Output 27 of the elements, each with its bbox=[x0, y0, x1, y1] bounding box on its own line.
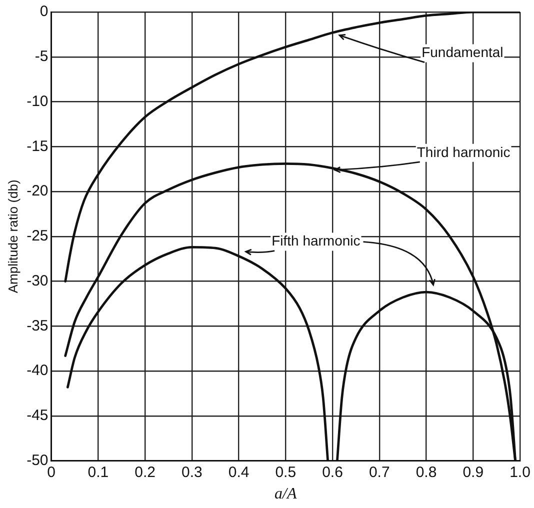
text: Third harmonic bbox=[416, 144, 510, 160]
x-tick-label: 0.7 bbox=[368, 464, 390, 481]
x-axis-title: a/A bbox=[274, 486, 297, 503]
y-tick-label: -10 bbox=[26, 92, 48, 110]
series-label: Fifth harmonic bbox=[272, 232, 360, 249]
y-tick-label: -15 bbox=[26, 138, 48, 155]
y-tick-label: 0 bbox=[40, 3, 48, 20]
y-tick-label: -25 bbox=[26, 228, 48, 245]
y-tick-label: -45 bbox=[26, 407, 48, 424]
x-tick-label: 0.2 bbox=[134, 464, 156, 481]
y-tick-label: -35 bbox=[26, 317, 48, 334]
y-tick-label: -50 bbox=[26, 452, 48, 469]
x-tick-label: 0.8 bbox=[416, 464, 437, 481]
x-tick-label: 0.1 bbox=[88, 464, 109, 481]
series-label: Fundamental bbox=[422, 44, 504, 60]
y-tick-label: -40 bbox=[26, 362, 48, 380]
y-tick-label: -5 bbox=[34, 48, 48, 66]
x-tick-label: 0.6 bbox=[322, 464, 343, 481]
x-tick-label: 0.4 bbox=[228, 464, 250, 481]
x-tick-label: 0.9 bbox=[462, 464, 484, 481]
x-tick-label: 1.0 bbox=[510, 464, 530, 481]
x-tick-label: 0.3 bbox=[181, 464, 202, 481]
line-series bbox=[64, 12, 520, 282]
x-tick-label: 0.5 bbox=[275, 464, 296, 481]
y-tick-label: -30 bbox=[26, 272, 48, 290]
y-tick-label: -20 bbox=[26, 182, 48, 200]
y-axis-title: Amplitude ratio (db) bbox=[5, 180, 20, 294]
